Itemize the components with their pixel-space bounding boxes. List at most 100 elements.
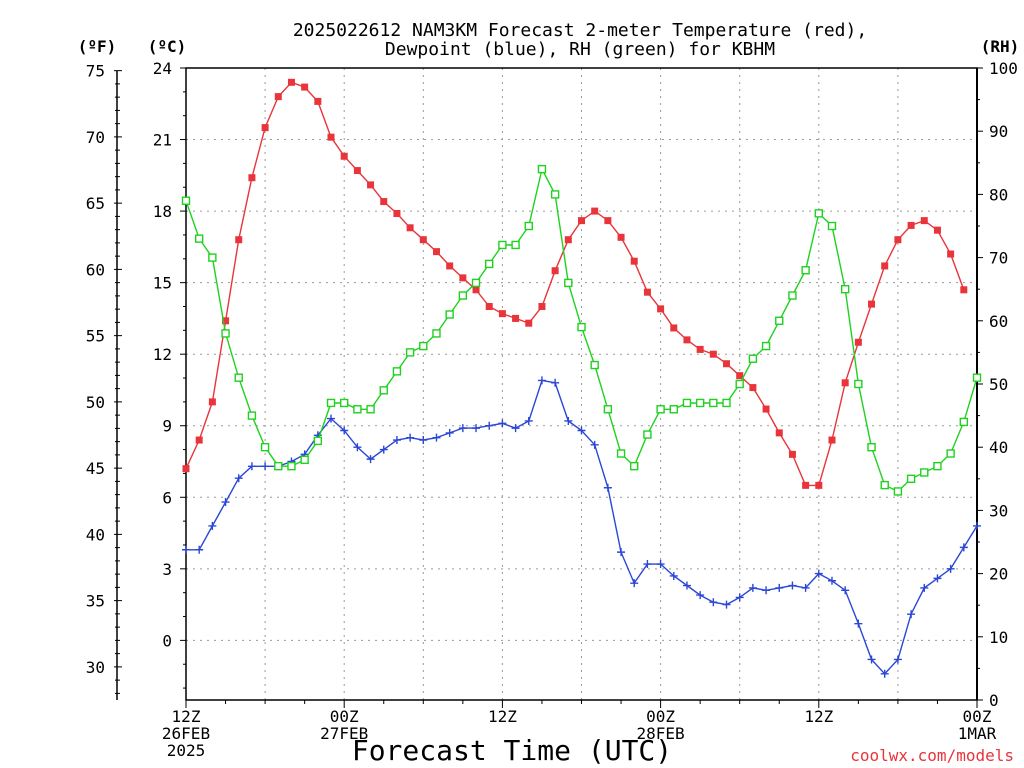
dewpoint-point	[643, 560, 652, 569]
rh-point	[788, 291, 797, 300]
dewpoint-point	[498, 419, 507, 428]
temperature-point	[670, 324, 678, 332]
dewpoint-point	[973, 521, 981, 530]
rh-point	[590, 360, 599, 370]
dewpoint-point	[247, 462, 256, 471]
dewpoint-point	[208, 521, 217, 530]
x-tick-label: 26FEB	[162, 724, 210, 743]
fahrenheit-tick-label: 40	[86, 525, 105, 544]
rh-point	[972, 373, 982, 382]
temperature-point	[630, 257, 638, 265]
x-tick-label: 28FEB	[637, 724, 685, 743]
celsius-tick-label: 12	[153, 345, 172, 364]
rh-point	[643, 430, 652, 439]
fahrenheit-tick-label: 30	[86, 658, 105, 677]
temperature-point	[419, 236, 427, 244]
x-axis-label: Forecast Time (UTC)	[352, 734, 672, 767]
rh-point	[445, 310, 454, 319]
fahrenheit-tick-label: 65	[86, 194, 105, 213]
dewpoint-point	[748, 583, 757, 592]
dewpoint-point	[195, 545, 204, 554]
celsius-tick-label: 24	[153, 59, 172, 78]
temperature-point	[868, 300, 876, 308]
dewpoint-point	[775, 583, 784, 592]
dewpoint-point	[406, 433, 415, 442]
dewpoint-point	[432, 433, 441, 442]
dewpoint-point	[880, 669, 889, 678]
rh-point	[471, 278, 481, 288]
rh-point	[761, 341, 771, 351]
temperature-point	[920, 217, 928, 225]
temperature-point	[182, 465, 190, 473]
temperature-point	[551, 267, 559, 275]
rh-point	[669, 405, 678, 414]
dewpoint-point	[893, 655, 902, 664]
rh-point	[933, 461, 942, 471]
rh-point	[234, 373, 243, 382]
dewpoint-point	[182, 545, 190, 554]
temperature-point	[657, 305, 665, 313]
x-tick-label: 00Z	[646, 707, 675, 726]
rh-point	[946, 449, 955, 458]
fahrenheit-tick-label: 70	[86, 128, 105, 147]
temperature-point	[723, 360, 731, 368]
dewpoint-point	[933, 574, 942, 583]
rh-point	[880, 480, 889, 490]
dewpoint-point	[709, 598, 718, 607]
rh-tick-label: 20	[989, 565, 1008, 584]
dewpoint-point	[577, 426, 586, 435]
celsius-tick-label: 3	[162, 560, 172, 579]
rh-point	[893, 487, 903, 496]
rh-point	[392, 367, 402, 376]
temperature-point	[195, 436, 203, 444]
dewpoint-point	[854, 619, 863, 628]
temperature-point	[881, 262, 889, 270]
unit-label-f: (ºF)	[78, 37, 117, 56]
dewpoint-point	[261, 462, 270, 471]
dewpoint-point	[603, 483, 612, 492]
dewpoint-point	[485, 421, 494, 430]
dewpoint-point	[696, 591, 705, 600]
celsius-tick-label: 0	[162, 631, 172, 650]
rh-point	[300, 455, 309, 465]
temperature-point	[643, 288, 651, 296]
dewpoint-point	[762, 586, 771, 595]
dewpoint-point	[630, 579, 639, 588]
dewpoint-point	[379, 445, 388, 454]
dewpoint-point	[617, 548, 626, 557]
rh-point	[827, 221, 837, 231]
rh-point	[656, 405, 665, 414]
rh-tick-label: 80	[989, 185, 1008, 204]
rh-point	[326, 398, 336, 408]
rh-tick-label: 40	[989, 438, 1008, 457]
temperature-point	[525, 319, 533, 327]
fahrenheit-tick-label: 75	[86, 62, 105, 81]
rh-point	[630, 461, 639, 471]
dewpoint-point	[827, 576, 836, 585]
rh-point	[550, 190, 560, 199]
temperature-point	[709, 350, 717, 358]
rh-tick-label: 100	[989, 59, 1018, 78]
temperature-point	[604, 217, 612, 225]
dewpoint-point	[907, 610, 916, 619]
rh-point	[920, 468, 929, 477]
rh-point	[867, 443, 876, 452]
fahrenheit-tick-label: 55	[86, 327, 105, 346]
rh-point	[511, 240, 520, 250]
temperature-point	[591, 207, 599, 215]
rh-point	[748, 354, 758, 363]
dewpoint-point	[353, 443, 362, 452]
temperature-point	[762, 405, 770, 413]
rh-point	[485, 259, 494, 269]
dewpoint-point	[788, 581, 797, 590]
rh-point	[405, 348, 415, 357]
dewpoint-point	[564, 416, 573, 425]
fahrenheit-tick-label: 35	[86, 592, 105, 611]
rh-tick-label: 30	[989, 501, 1008, 520]
temperature-point	[432, 248, 440, 256]
celsius-tick-label: 18	[153, 202, 172, 221]
x-tick-label: 27FEB	[320, 724, 368, 743]
dewpoint-point	[366, 455, 375, 464]
temperature-point	[314, 97, 322, 105]
rh-point	[274, 461, 283, 471]
